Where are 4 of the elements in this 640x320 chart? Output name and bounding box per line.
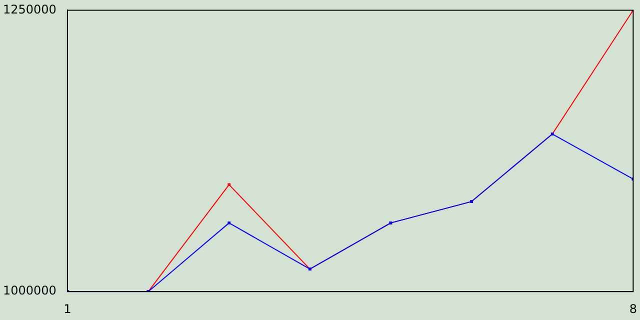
x-tick-label: 8 <box>629 302 638 316</box>
y-tick-label: 1250000 <box>2 2 56 16</box>
x-tick-label: 1 <box>64 302 72 316</box>
y-tick-label: 1000000 <box>2 284 56 298</box>
